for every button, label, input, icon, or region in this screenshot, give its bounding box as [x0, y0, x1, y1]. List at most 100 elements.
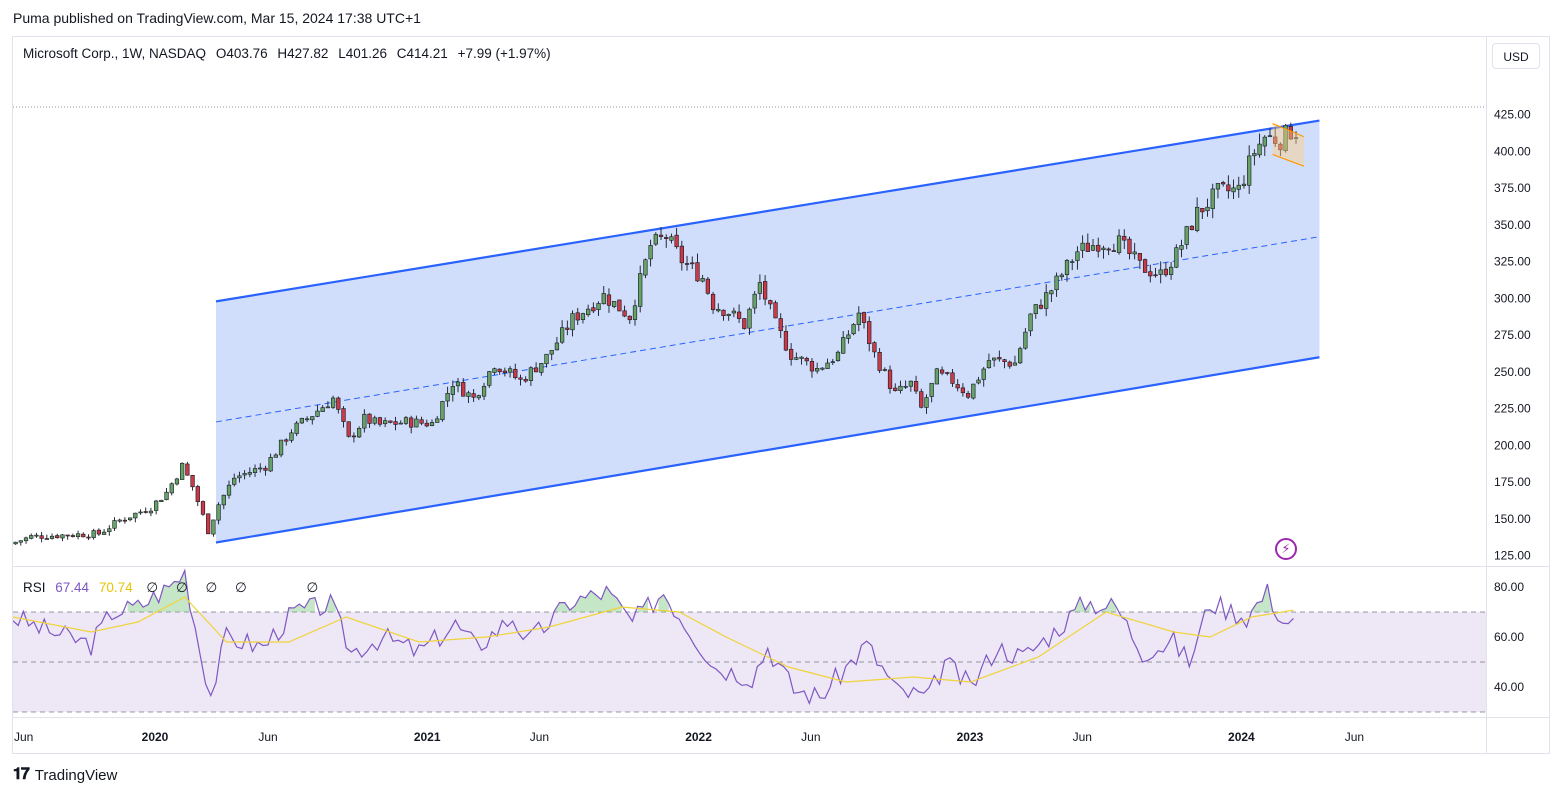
candle: [627, 315, 632, 324]
candle-body: [1018, 348, 1023, 364]
price-tick-label: 225.00: [1494, 402, 1531, 416]
candle: [815, 362, 820, 374]
candle: [252, 464, 258, 477]
candle: [320, 405, 325, 412]
price-tick-label: 325.00: [1494, 255, 1531, 269]
candle: [1106, 247, 1111, 256]
candle: [435, 415, 440, 423]
candle-body: [357, 428, 362, 438]
candle-body: [809, 361, 815, 372]
candle-body: [466, 392, 471, 397]
candle-body: [778, 318, 783, 331]
channel-lower-line: [215, 356, 1320, 544]
candle-body: [304, 418, 310, 421]
candle: [705, 276, 710, 295]
time-tick-label: Jun: [801, 730, 820, 744]
candle-body: [1137, 253, 1142, 261]
candle: [70, 533, 75, 538]
candle-body: [721, 309, 726, 317]
candle: [414, 415, 419, 428]
candle-body: [388, 420, 393, 423]
candle-body: [1012, 362, 1018, 366]
candle: [138, 509, 143, 515]
candle: [481, 382, 487, 400]
candle: [450, 380, 455, 402]
candle-body: [757, 282, 763, 294]
candle: [278, 439, 284, 458]
candle: [549, 350, 554, 361]
legend-symbol[interactable]: Microsoft Corp., 1W, NASDAQ: [23, 46, 207, 61]
candle-body: [612, 301, 617, 308]
candle-body: [716, 308, 721, 312]
candle: [1049, 289, 1054, 303]
candle: [169, 482, 174, 496]
candle: [65, 534, 70, 540]
candle: [997, 350, 1002, 362]
candle-body: [1231, 187, 1236, 193]
lightning-icon[interactable]: ⚡: [1275, 538, 1297, 560]
candle: [1179, 239, 1184, 258]
candle-body: [502, 370, 507, 373]
rsi-overbought-fill: [554, 586, 622, 612]
rsi-overbought-fill: [127, 570, 190, 612]
candle: [1122, 229, 1127, 250]
candle: [237, 471, 242, 483]
candle-body: [180, 462, 185, 480]
candle-body: [1106, 248, 1111, 251]
price-tick-label: 350.00: [1494, 218, 1531, 232]
candle: [1273, 126, 1278, 147]
candle: [346, 421, 351, 438]
rsi-overbought-fill: [325, 594, 336, 612]
candle: [981, 366, 986, 387]
candle: [294, 420, 299, 437]
candle: [101, 529, 107, 536]
rsi-name[interactable]: RSI: [23, 580, 46, 595]
candle: [1090, 239, 1096, 251]
candle: [23, 536, 29, 544]
candle-body: [393, 421, 398, 425]
candle-body: [601, 293, 606, 305]
candle-body: [1283, 124, 1288, 151]
candle-body: [627, 315, 632, 321]
price-tick-label: 375.00: [1494, 181, 1531, 195]
candle-body: [1257, 143, 1262, 156]
currency-button[interactable]: USD: [1492, 43, 1540, 69]
candle-body: [950, 372, 955, 384]
candle: [341, 406, 346, 428]
candle: [528, 366, 534, 386]
pane-separator[interactable]: [12, 566, 1550, 567]
rsi-ma-value: 70.74: [98, 580, 133, 595]
candle-body: [851, 324, 856, 335]
candle: [1018, 346, 1023, 365]
candle-body: [960, 387, 966, 394]
candle-body: [783, 331, 789, 351]
candle-body: [13, 541, 18, 545]
candle: [232, 473, 237, 487]
candle-body: [513, 368, 518, 378]
candle: [211, 519, 216, 537]
candle-body: [560, 327, 565, 343]
candle: [789, 343, 794, 366]
candle-body: [632, 305, 638, 320]
candle: [133, 512, 138, 523]
candle-body: [554, 342, 560, 351]
candle: [523, 376, 528, 383]
candle-body: [1288, 126, 1293, 140]
candle-body: [986, 360, 992, 369]
candle: [695, 253, 700, 283]
legend-high: H427.82: [277, 46, 329, 61]
candle: [726, 313, 731, 321]
candle: [794, 352, 799, 361]
candle: [263, 465, 268, 476]
candle: [461, 378, 466, 397]
candle-body: [476, 395, 481, 399]
small-channel-fill: [1272, 123, 1304, 167]
candle-body: [492, 368, 497, 373]
candle-body: [289, 432, 294, 441]
candle-body: [1221, 182, 1226, 185]
candle: [976, 376, 981, 385]
candle-body: [981, 368, 986, 380]
candle-body: [247, 472, 252, 475]
time-tick-label: Jun: [1345, 730, 1364, 744]
